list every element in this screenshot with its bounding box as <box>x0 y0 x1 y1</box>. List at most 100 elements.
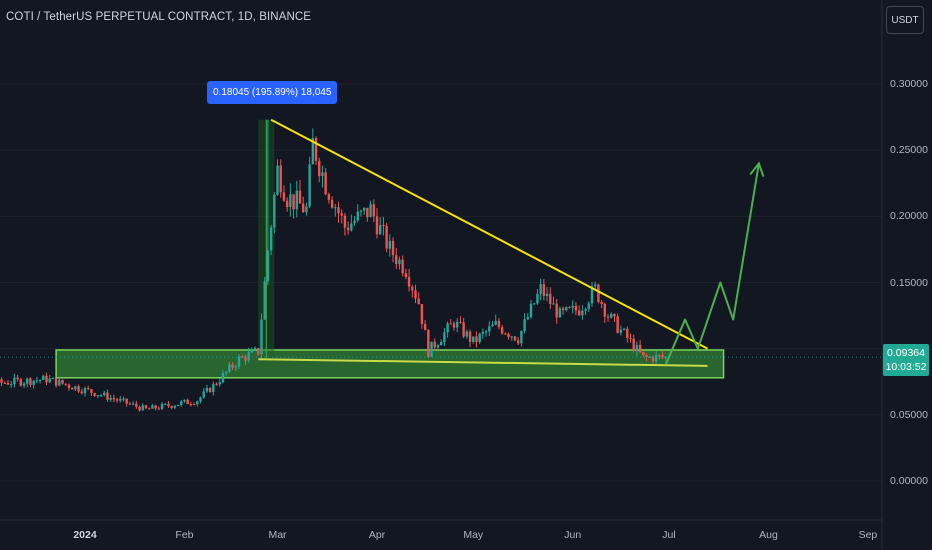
candle-body <box>202 391 205 398</box>
candle-body <box>221 373 225 383</box>
candle-body <box>305 206 308 213</box>
candle-body <box>581 310 584 316</box>
candle-body <box>74 386 77 390</box>
candle-body <box>0 379 3 383</box>
candle-body <box>382 225 385 227</box>
candle-body <box>603 303 607 317</box>
candle-body <box>160 403 164 409</box>
candle-body <box>500 327 504 334</box>
candle-body <box>282 192 286 201</box>
candle-body <box>533 303 536 305</box>
time-tick-label: Aug <box>759 529 778 541</box>
candle-body <box>61 379 64 384</box>
candle-body <box>96 395 100 397</box>
candle-body <box>189 403 193 405</box>
candle-body <box>423 324 427 331</box>
candle-body <box>427 330 430 357</box>
candle-body <box>510 336 513 338</box>
candle-body <box>629 337 632 339</box>
time-tick-label: Jul <box>662 529 676 541</box>
candle-body <box>93 392 96 397</box>
candle-body <box>606 316 610 318</box>
candle-body <box>260 319 263 355</box>
candle-body <box>571 305 574 308</box>
candle-body <box>112 397 116 400</box>
candle-body <box>77 386 80 392</box>
candle-body <box>253 348 257 350</box>
candle-body <box>269 227 273 251</box>
candle-body <box>237 356 241 367</box>
candle-body <box>446 323 449 333</box>
price-tick-label: 0.05000 <box>890 408 928 421</box>
candle-body <box>83 388 87 394</box>
candle-body <box>436 345 440 348</box>
candle-body <box>375 216 379 235</box>
candle-body <box>597 284 600 303</box>
candle-body <box>196 401 199 405</box>
candle-body <box>215 383 218 385</box>
price-tick-label: 0.25000 <box>890 144 928 157</box>
candle-body <box>330 199 334 208</box>
candle-body <box>32 380 35 385</box>
price-tick-label: 0.30000 <box>890 78 928 90</box>
candle-body <box>356 211 359 221</box>
price-tick-label: 0.15000 <box>890 276 928 289</box>
candle-body <box>119 399 122 401</box>
projection-path[interactable] <box>664 163 760 365</box>
candle-body <box>295 190 298 210</box>
candle-body <box>285 200 289 208</box>
candle-body <box>208 387 212 393</box>
candle-body <box>449 323 453 325</box>
candle-body <box>228 364 231 372</box>
candle-body <box>462 322 465 337</box>
candle-body <box>561 308 565 311</box>
candle-body <box>266 250 270 282</box>
candle-body <box>536 293 539 304</box>
currency-button[interactable]: USDT <box>886 6 924 34</box>
candle-body <box>54 377 58 386</box>
candle-body <box>414 290 417 299</box>
candle-body <box>362 207 366 211</box>
last-price-badge: 0.09364 10:03:52 <box>883 344 929 376</box>
candle-body <box>407 277 411 287</box>
candle-body <box>638 344 642 352</box>
candle-body <box>164 403 167 405</box>
candle-body <box>359 210 363 212</box>
descending-trendline[interactable] <box>270 118 708 350</box>
candle-body <box>587 303 590 310</box>
candle-body <box>520 330 523 344</box>
candle-body <box>632 338 635 351</box>
candle-body <box>301 203 305 213</box>
candle-body <box>616 316 619 333</box>
candle-body <box>318 160 321 177</box>
candle-body <box>600 302 603 304</box>
candle-body <box>64 383 67 385</box>
candle-body <box>212 383 215 393</box>
candles-layer <box>0 119 667 412</box>
candle-body <box>26 378 29 384</box>
candle-body <box>404 273 408 278</box>
candle-body <box>70 387 74 390</box>
time-tick-label: Apr <box>368 529 386 541</box>
price-tick-label: 0.20000 <box>890 210 928 223</box>
candle-body <box>645 355 648 357</box>
candle-body <box>654 355 658 362</box>
candle-body <box>138 406 141 411</box>
candle-body <box>346 227 350 231</box>
candle-body <box>558 308 562 318</box>
candle-body <box>385 225 388 249</box>
candle-body <box>173 406 177 408</box>
candle-body <box>340 213 343 216</box>
candle-body <box>539 284 542 294</box>
candle-body <box>468 331 472 342</box>
candle-body <box>35 380 39 382</box>
candle-body <box>279 165 282 193</box>
candle-body <box>183 399 186 402</box>
candle-body <box>115 399 119 401</box>
candle-body <box>22 383 26 386</box>
candle-body <box>366 207 369 218</box>
support-line[interactable] <box>258 358 708 367</box>
time-tick-label: May <box>463 529 484 541</box>
candle-body <box>327 194 331 200</box>
